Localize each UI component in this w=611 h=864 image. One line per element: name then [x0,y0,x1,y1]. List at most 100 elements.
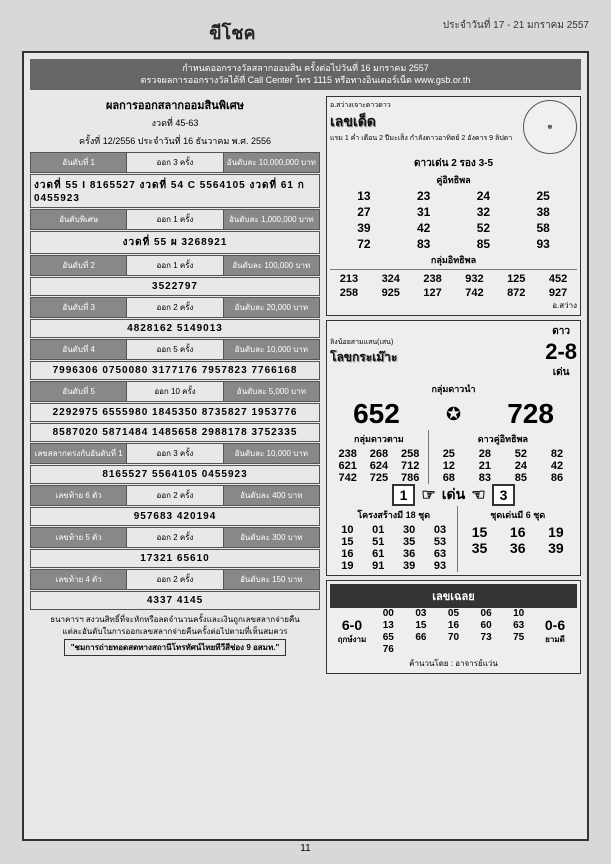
num: 35 [403,536,415,548]
num: 72 [338,237,390,251]
point-mid: เด่น [442,484,465,506]
cell: ออก 1 ครั้ง [127,210,223,229]
right-column: อ.สว่างเจาะดาวดาว เลขเด็ด แรม 1 ค่ำ เดือ… [326,96,581,678]
num: 06 [472,608,501,619]
num: 12 [443,460,455,472]
cell: อันดับที่ 1 [31,153,127,172]
krong: 10013003155135531661366319913993 [332,524,455,572]
box2-table: กลุ่มดาวตาม 238268258621624712742725786 … [330,430,577,484]
inner-frame: กำหนดออกรางวัลสลากออมสิน ครั้งต่อไปวันที… [22,51,589,841]
cell: อันดับละ 150 บาท [224,570,319,589]
num: 01 [372,524,384,536]
cell: อันดับละ 1,000,000 บาท [224,210,319,229]
box1-logo: เลขเด็ด [330,111,376,133]
number-row: 8165527 5564105 0455923 [30,465,320,484]
left-footer: ธนาคารฯ สงวนสิทธิ์ที่จะหักหรือลดจำนวนครั… [30,614,320,656]
num: 36 [510,540,526,556]
number-row: 2292975 6555980 1845350 8735827 1953776 [30,403,320,422]
cell: อันดับละ 10,000 บาท [224,444,319,463]
num: 63 [434,548,446,560]
num: 60 [472,620,501,631]
num: 621 [338,460,356,472]
chud: 151619353639 [460,524,575,556]
num: 213 [330,273,368,285]
footer-l1: ธนาคารฯ สงวนสิทธิ์ที่จะหักหรือลดจำนวนครั… [30,614,320,625]
num: 24 [458,189,510,203]
number-row: 3522797 [30,277,320,296]
cell: ออก 2 ครั้ง [127,528,223,547]
num: 24 [515,460,527,472]
mag-title: ขีโชค [209,18,255,47]
num: 19 [548,524,564,540]
header-row: เลขท้าย 5 ตัวออก 2 ครั้งอันดับละ 300 บาท [30,527,320,548]
cell: อันดับละ 20,000 บาท [224,298,319,317]
num: 21 [479,460,491,472]
table-row: 10013003 [332,524,455,536]
cell: ออก 2 ครั้ง [127,570,223,589]
left-sub1: งวดที่ 45-63 [30,116,320,130]
num: 16 [341,548,353,560]
num: 742 [338,472,356,484]
num: 238 [338,448,356,460]
cell: อันดับละ 400 บาท [224,486,319,505]
cell: ออก 1 ครั้ง [127,256,223,275]
box2: ลิงน้อยสามแสน(เสน) โลขกระเม๊าะ ดาว 2-8 เ… [326,320,581,576]
num: 10 [341,524,353,536]
top-banner: กำหนดออกรางวัลสลากออมสิน ครั้งต่อไปวันที… [30,59,581,90]
krong-label: โครงสร้างมี 18 ชุด [332,508,455,522]
num: 70 [439,632,468,643]
table-row: 16613663 [332,548,455,560]
num: 28 [479,448,491,460]
cell: เลขท้าย 4 ตัว [31,570,127,589]
cell: อันดับละ 5,000 บาท [224,382,319,401]
num: 52 [515,448,527,460]
banner-line2: ตรวจผลการออกรางวัลได้ที่ Call Center โทร… [32,75,579,87]
box1-grid6: 213324238932125452258925127742872927 [330,269,577,299]
num: 15 [472,524,488,540]
table-row: 742725786 [332,472,426,484]
cell: อันดับละ 300 บาท [224,528,319,547]
box2-den: เด่น [545,365,577,380]
box1: อ.สว่างเจาะดาวดาว เลขเด็ด แรม 1 ค่ำ เดือ… [326,96,581,316]
cell: ออก 3 ครั้ง [127,444,223,463]
num: 83 [479,472,491,484]
num: 32 [458,205,510,219]
num: 76 [374,644,403,655]
header-row: อันดับที่ 5ออก 10 ครั้งอันดับละ 5,000 บา… [30,381,320,402]
num: 42 [398,221,450,235]
number-row: 8587020 5871484 1485658 2988178 3752335 [30,423,320,442]
num: 35 [472,540,488,556]
number-row: 4337 4145 [30,591,320,610]
num: 125 [497,273,535,285]
number-row: 17321 65610 [30,549,320,568]
number-row: 4828162 5149013 [30,319,320,338]
num: 742 [455,287,493,299]
header-row: อันดับที่ 3ออก 2 ครั้งอันดับละ 20,000 บา… [30,297,320,318]
cell: อันดับละ 10,000,000 บาท [224,153,319,172]
num: 39 [403,560,415,572]
cell: อันดับที่ 4 [31,340,127,359]
hand-right-icon: ☞ [421,485,435,505]
num: 66 [407,632,436,643]
table-row: 19913993 [332,560,455,572]
box3-foot: ค้านวนโดย : อาจารย์แว่น [330,657,577,670]
columns: ผลการออกสลากออมสินพิเศษ งวดที่ 45-63 ครั… [30,96,581,678]
box2-logo-top: ลิงน้อยสามแสน(เสน) [330,337,545,348]
cell: อันดับที่ 5 [31,382,127,401]
num: 68 [443,472,455,484]
num: 31 [398,205,450,219]
wheel-icon: ☸ [523,100,577,154]
cell: เลขท้าย 6 ตัว [31,486,127,505]
num: 15 [407,620,436,631]
box2-right-num: 728 [507,398,554,430]
num: 85 [458,237,510,251]
num: 42 [551,460,563,472]
num: 127 [414,287,452,299]
num: 927 [539,287,577,299]
num: 93 [517,237,569,251]
box1-label2: กลุ่มอิทธิพล [330,253,577,267]
box2-logo: โลขกระเม๊าะ [330,348,397,367]
tbl-l: 238268258621624712742725786 [332,448,426,484]
box2-split: 652 ✪ 728 [330,398,577,430]
left-title: ผลการออกสลากออมสินพิเศษ [30,96,320,114]
